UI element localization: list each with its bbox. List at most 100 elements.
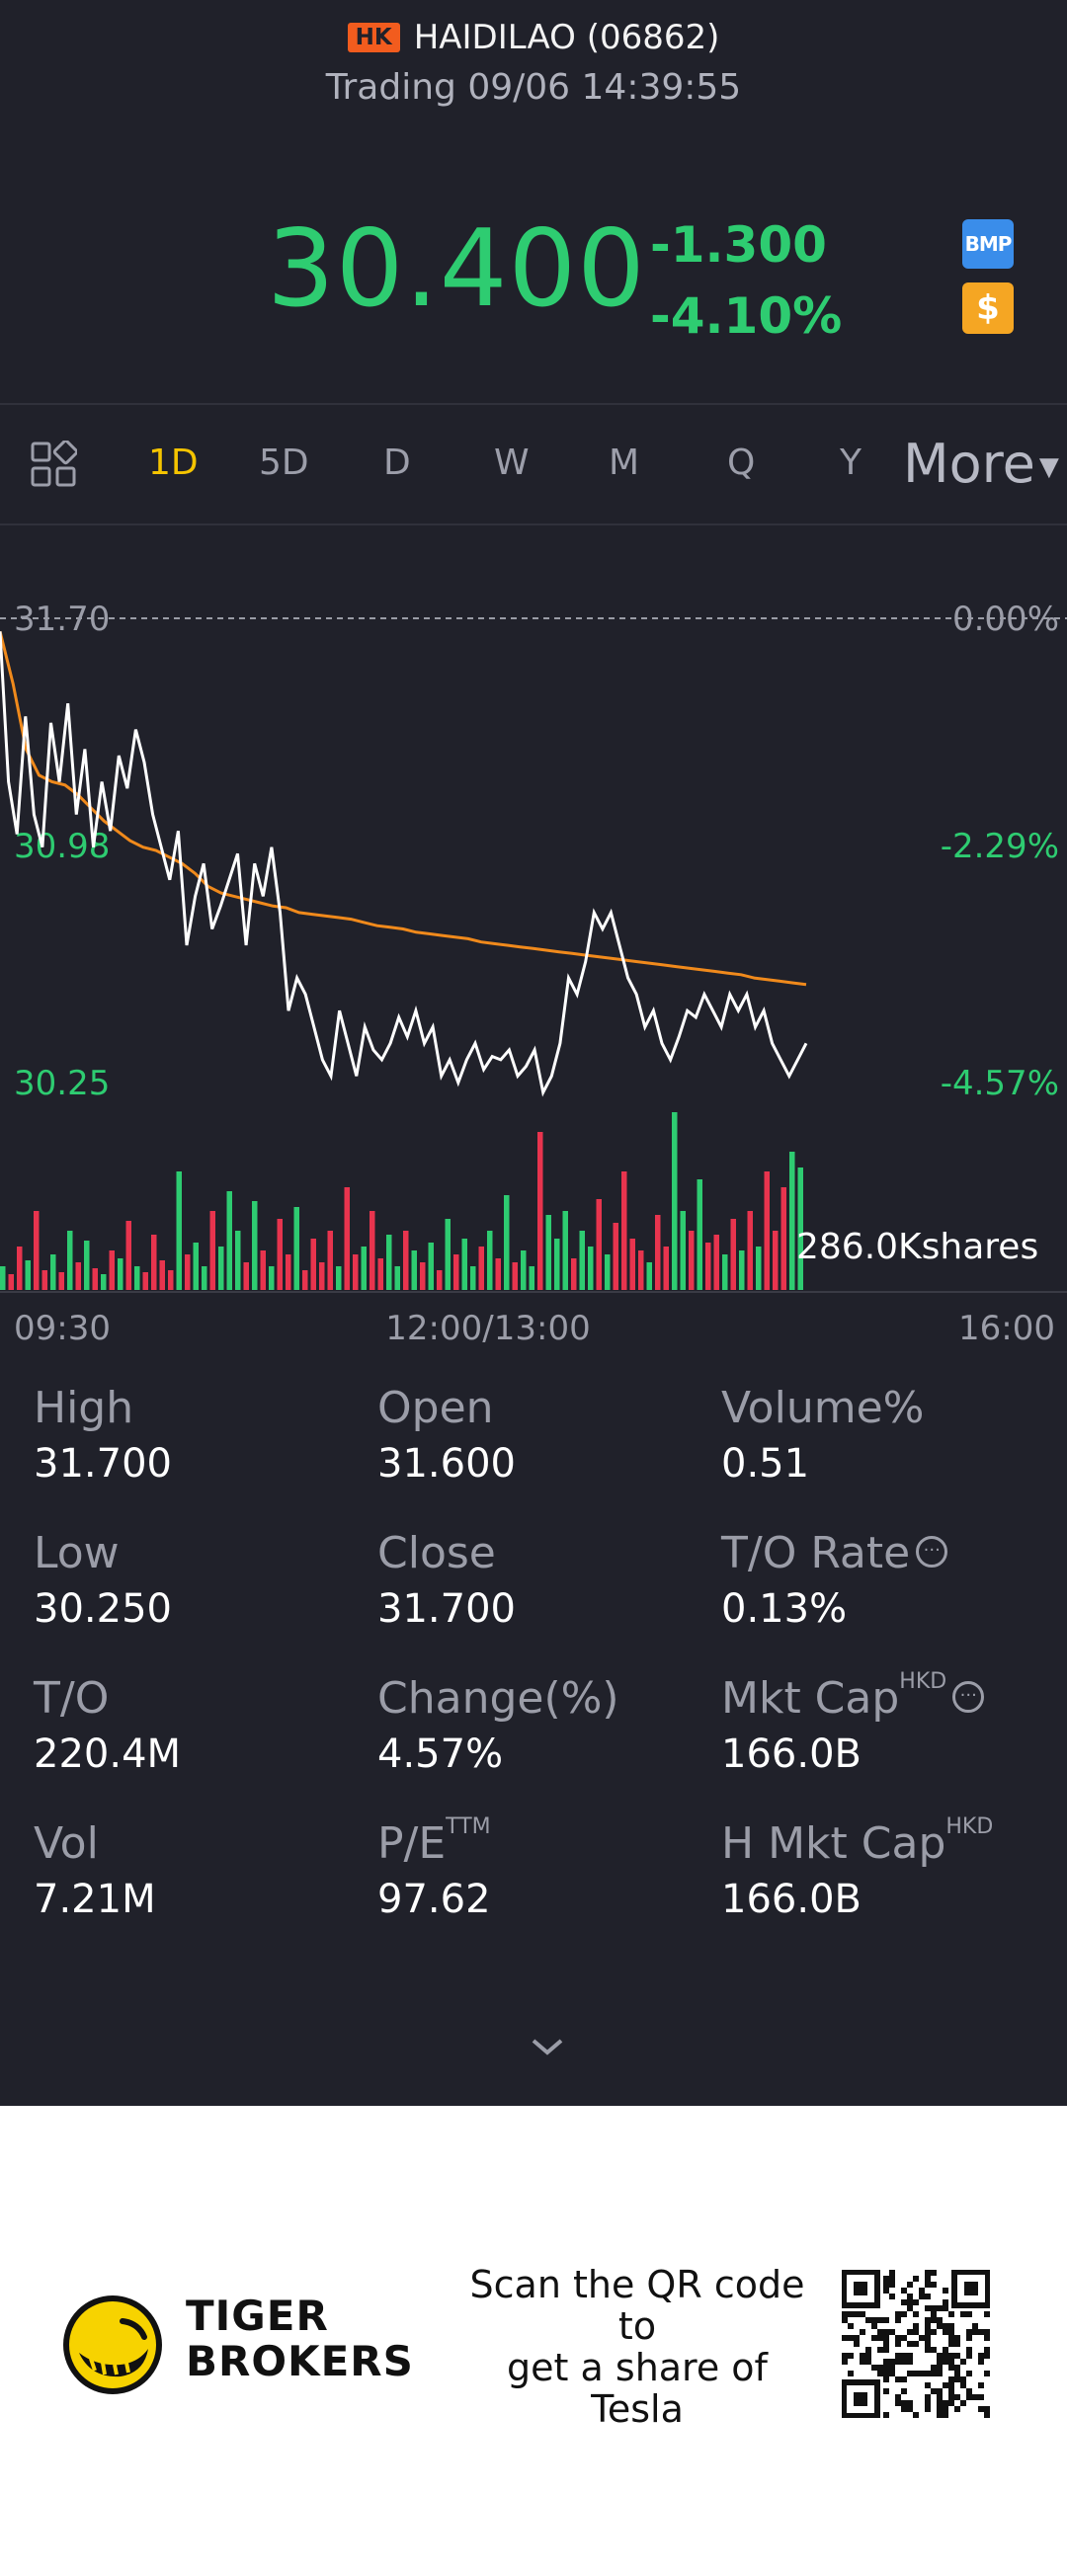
divider: [0, 523, 1067, 525]
volume-bar: [537, 1132, 543, 1290]
volume-bar: [672, 1112, 678, 1290]
volume-bar: [663, 1247, 669, 1290]
chevron-down-icon[interactable]: [530, 2035, 565, 2058]
volume-bar: [722, 1254, 728, 1290]
average-price-line: [0, 630, 807, 987]
volume-bar: [445, 1219, 451, 1290]
volume-bar: [512, 1262, 518, 1290]
currency-sup: HKD: [899, 1669, 947, 1694]
volume-bar: [504, 1195, 510, 1290]
volume-bar: [713, 1235, 719, 1290]
grid-layout-icon[interactable]: [30, 441, 77, 488]
more-tab[interactable]: More ▼: [903, 433, 1059, 495]
stat-value: 97.62: [377, 1877, 491, 1922]
volume-bar: [621, 1171, 627, 1290]
scan-text-line: Scan the QR code: [469, 2263, 805, 2306]
volume-bar: [478, 1247, 484, 1290]
x-label-open: 09:30: [14, 1309, 111, 1348]
tab-5d[interactable]: 5D: [259, 443, 309, 483]
stat-label: Vol: [34, 1818, 99, 1869]
stat-low: Low 30.250: [34, 1528, 172, 1632]
tiger-brokers-logo: [63, 2295, 162, 2394]
volume-bar: [277, 1219, 283, 1290]
stat-value: 166.0B: [721, 1877, 862, 1922]
volume-bar: [394, 1266, 400, 1290]
volume-bar: [286, 1254, 291, 1290]
volume-bar: [638, 1250, 644, 1290]
stat-value: 220.4M: [34, 1731, 182, 1777]
volume-bar: [629, 1239, 635, 1290]
qr-code-icon[interactable]: [842, 2270, 990, 2418]
stat-pe: P/ETTM 97.62: [377, 1814, 491, 1922]
more-info-icon[interactable]: ···: [952, 1681, 985, 1713]
stat-close: Close 31.700: [377, 1528, 516, 1632]
caret-down-icon: ▼: [1038, 452, 1059, 483]
scan-text-line: Tesla: [591, 2387, 684, 2431]
volume-bar: [185, 1254, 191, 1290]
scan-text-line: to: [617, 2304, 657, 2348]
tab-q[interactable]: Q: [727, 443, 756, 483]
volume-bar: [529, 1266, 534, 1290]
volume-bar: [605, 1254, 611, 1290]
volume-bar: [202, 1266, 207, 1290]
volume-bar: [327, 1231, 333, 1290]
bmp-icon[interactable]: BMP: [962, 219, 1014, 269]
volume-bar: [689, 1231, 695, 1290]
volume-bar: [764, 1171, 770, 1290]
volume-bar: [588, 1247, 594, 1290]
divider: [0, 403, 1067, 405]
tab-d[interactable]: D: [383, 443, 411, 483]
volume-bar: [613, 1223, 618, 1290]
volume-bar: [125, 1221, 131, 1290]
tab-1d[interactable]: 1D: [148, 443, 199, 483]
volume-bar: [747, 1211, 753, 1290]
brand-line-2: BROKERS: [186, 2337, 414, 2385]
volume-bar: [75, 1262, 81, 1290]
brand-line-1: TIGER: [186, 2292, 329, 2340]
tab-w[interactable]: W: [494, 443, 530, 483]
volume-bar: [773, 1231, 779, 1290]
tab-y[interactable]: Y: [840, 443, 862, 483]
volume-bar: [235, 1231, 241, 1290]
volume-bar: [209, 1211, 215, 1290]
intraday-chart[interactable]: 31.70 30.98 30.25 0.00% -2.29% -4.57% 28…: [0, 583, 1067, 1353]
tab-m[interactable]: M: [609, 443, 640, 483]
volume-bar: [101, 1274, 107, 1290]
stat-value: 166.0B: [721, 1731, 862, 1777]
volume-bar: [252, 1201, 258, 1290]
scan-text: Scan the QR code to get a share of Tesla: [464, 2264, 810, 2430]
dollar-icon[interactable]: $: [962, 282, 1014, 334]
volume-bar: [176, 1171, 182, 1290]
volume-bar: [319, 1262, 325, 1290]
y-label-bottom: 30.25: [14, 1064, 110, 1103]
stat-volume-pct: Volume% 0.51: [721, 1383, 924, 1487]
volume-bar: [705, 1243, 711, 1290]
pct-label-top: 0.00%: [952, 600, 1059, 639]
volume-bar: [571, 1258, 577, 1290]
period-tabs: 1D 5D D W M Q Y More ▼: [0, 405, 1067, 523]
stat-value: 4.57%: [377, 1731, 504, 1777]
stat-label: H Mkt Cap: [721, 1818, 946, 1869]
price-change: -1.300 -4.10%: [650, 209, 842, 352]
volume-bar: [50, 1254, 56, 1290]
volume-bar: [134, 1266, 140, 1290]
stat-value: 31.600: [377, 1441, 516, 1487]
volume-bar: [293, 1207, 299, 1290]
stock-name[interactable]: HAIDILAO (06862): [413, 18, 720, 57]
stat-label: Open: [377, 1383, 494, 1433]
volume-bars: [0, 1112, 803, 1290]
stat-to-rate: T/O Rate ··· 0.13%: [721, 1528, 948, 1632]
pct-label-bottom: -4.57%: [941, 1064, 1059, 1103]
volume-bar: [461, 1239, 467, 1290]
volume-bar: [193, 1243, 199, 1290]
volume-bar: [545, 1215, 551, 1290]
volume-bar: [470, 1266, 476, 1290]
volume-bar: [243, 1262, 249, 1290]
volume-bar: [310, 1239, 316, 1290]
more-info-icon[interactable]: ···: [916, 1536, 948, 1568]
volume-bar: [680, 1211, 686, 1290]
promo-banner[interactable]: TIGER BROKERS Scan the QR code to get a …: [0, 2106, 1067, 2576]
volume-bar: [92, 1268, 98, 1290]
volume-bar: [67, 1231, 73, 1290]
volume-bar: [17, 1247, 23, 1290]
